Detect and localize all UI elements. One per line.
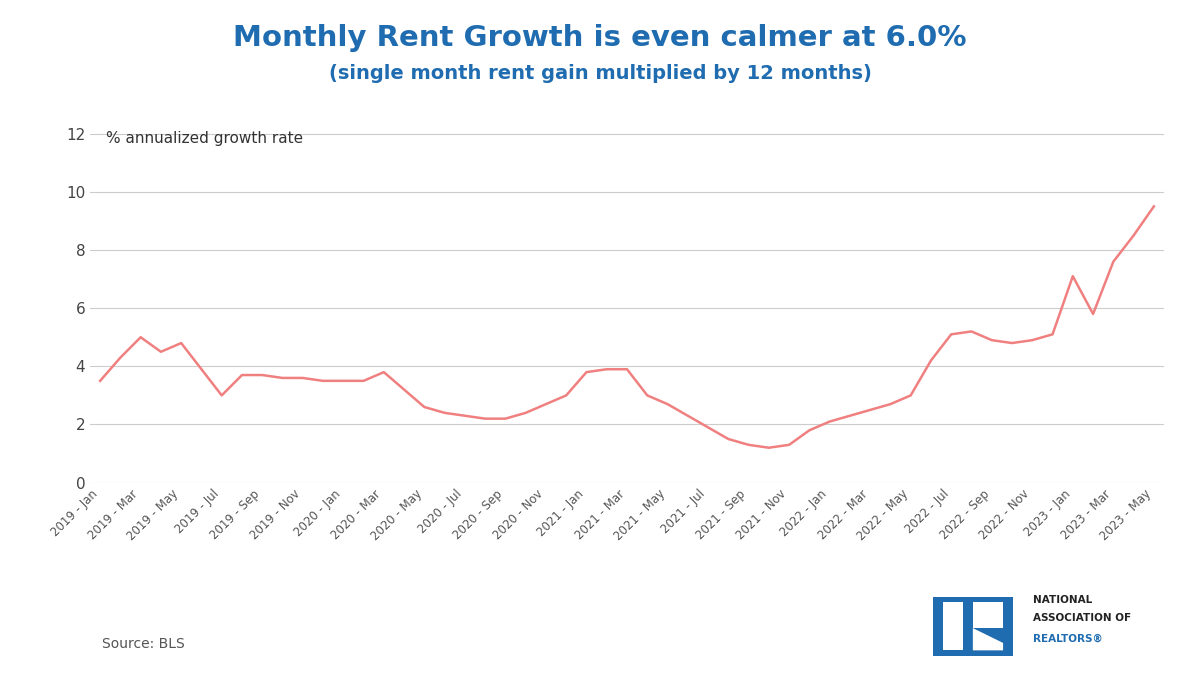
Text: ASSOCIATION OF: ASSOCIATION OF	[1033, 613, 1132, 623]
Polygon shape	[973, 628, 1003, 651]
Text: (single month rent gain multiplied by 12 months): (single month rent gain multiplied by 12…	[329, 64, 871, 83]
Bar	[943, 602, 962, 651]
Text: NATIONAL: NATIONAL	[1033, 595, 1092, 605]
FancyBboxPatch shape	[932, 597, 1013, 656]
Text: REALTORS®: REALTORS®	[1033, 634, 1103, 644]
Text: Source: BLS: Source: BLS	[102, 637, 185, 651]
Text: Monthly Rent Growth is even calmer at 6.0%: Monthly Rent Growth is even calmer at 6.…	[233, 24, 967, 51]
Bar	[973, 602, 1003, 628]
Text: % annualized growth rate: % annualized growth rate	[106, 131, 304, 146]
